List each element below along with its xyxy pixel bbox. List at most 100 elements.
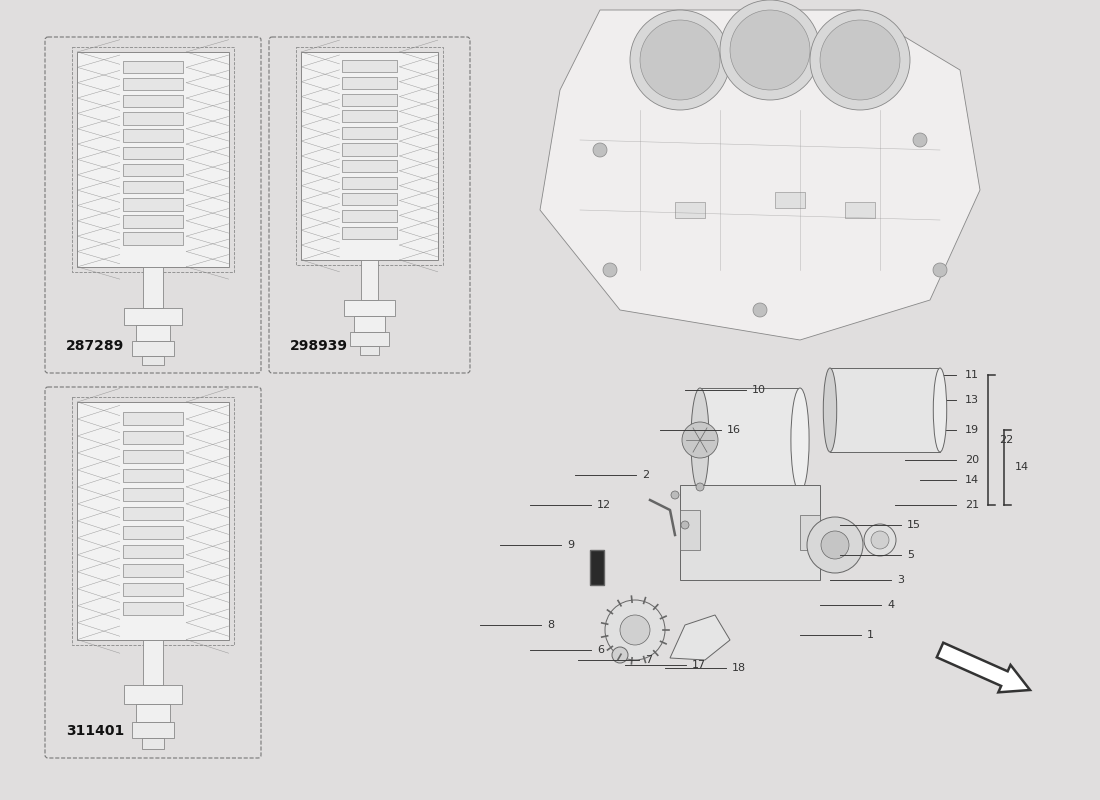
Bar (123, 78, 184, 90)
Bar (342, 177, 397, 189)
Bar (132, 722, 174, 738)
Bar (296, 47, 442, 265)
Circle shape (612, 647, 628, 663)
Bar (301, 52, 438, 260)
Bar (800, 515, 820, 550)
Text: 5: 5 (908, 550, 914, 560)
Ellipse shape (691, 388, 710, 492)
Bar (77, 402, 229, 640)
Bar (123, 526, 184, 539)
Bar (123, 164, 184, 176)
Bar (342, 160, 397, 172)
Circle shape (671, 491, 679, 499)
Bar (830, 368, 940, 452)
Bar (123, 112, 184, 125)
Bar (590, 550, 604, 585)
Circle shape (730, 10, 810, 90)
Text: 6: 6 (597, 645, 604, 655)
Bar (354, 316, 385, 332)
Circle shape (720, 0, 820, 100)
Circle shape (821, 531, 849, 559)
Circle shape (603, 263, 617, 277)
Bar (123, 469, 184, 482)
Text: 10: 10 (752, 385, 766, 395)
Text: 14: 14 (1015, 462, 1030, 473)
Circle shape (620, 615, 650, 645)
Text: 2: 2 (642, 470, 649, 480)
Bar (680, 485, 820, 580)
Bar (342, 127, 397, 139)
Bar (342, 110, 397, 122)
Text: 7: 7 (645, 655, 652, 665)
Text: 287289: 287289 (66, 339, 124, 353)
Bar (142, 356, 164, 366)
Bar (123, 181, 184, 194)
Text: 9: 9 (566, 540, 574, 550)
Bar (123, 198, 184, 210)
Circle shape (864, 524, 896, 556)
Bar (143, 640, 163, 686)
Text: 311401: 311401 (66, 724, 124, 738)
Text: 16: 16 (727, 425, 741, 435)
Circle shape (820, 20, 900, 100)
Bar (675, 202, 705, 218)
Bar (123, 430, 184, 444)
Bar (123, 582, 184, 596)
Text: 14: 14 (965, 475, 979, 485)
Bar (73, 47, 233, 272)
Bar (351, 332, 388, 346)
Bar (73, 397, 233, 645)
Circle shape (871, 531, 889, 549)
Bar (342, 210, 397, 222)
FancyArrow shape (937, 642, 1030, 692)
Bar (123, 95, 184, 107)
Bar (136, 325, 169, 342)
Circle shape (754, 303, 767, 317)
Bar (342, 143, 397, 155)
Bar (123, 233, 184, 245)
Ellipse shape (933, 368, 947, 452)
Circle shape (807, 517, 864, 573)
Bar (700, 388, 800, 492)
Bar (342, 226, 397, 238)
Bar (342, 94, 397, 106)
Circle shape (681, 521, 689, 529)
Bar (123, 61, 184, 73)
Text: 17: 17 (692, 660, 706, 670)
Bar (776, 192, 805, 208)
Text: 13: 13 (965, 395, 979, 405)
Bar (343, 300, 395, 316)
Bar (123, 506, 184, 520)
Ellipse shape (791, 388, 810, 492)
Bar (123, 563, 184, 578)
Bar (845, 202, 875, 218)
Circle shape (630, 10, 730, 110)
Text: 1: 1 (867, 630, 875, 640)
Bar (680, 510, 700, 550)
Text: 15: 15 (908, 520, 921, 530)
Bar (123, 146, 184, 159)
Bar (123, 215, 184, 228)
Circle shape (933, 263, 947, 277)
Bar (342, 77, 397, 89)
Text: 22: 22 (999, 435, 1013, 445)
Circle shape (696, 483, 704, 491)
Bar (143, 267, 163, 308)
Text: 4: 4 (887, 600, 894, 610)
Text: 18: 18 (732, 663, 746, 673)
Bar (361, 260, 378, 300)
Bar (123, 602, 184, 615)
Bar (123, 450, 184, 463)
Circle shape (682, 422, 718, 458)
Bar (342, 194, 397, 206)
Text: 21: 21 (965, 500, 979, 510)
Circle shape (605, 600, 665, 660)
Bar (77, 52, 229, 267)
Bar (142, 738, 164, 749)
Bar (124, 308, 182, 325)
Circle shape (640, 20, 720, 100)
Bar (124, 686, 182, 704)
Bar (360, 346, 379, 355)
Ellipse shape (823, 368, 837, 452)
Polygon shape (540, 10, 980, 340)
